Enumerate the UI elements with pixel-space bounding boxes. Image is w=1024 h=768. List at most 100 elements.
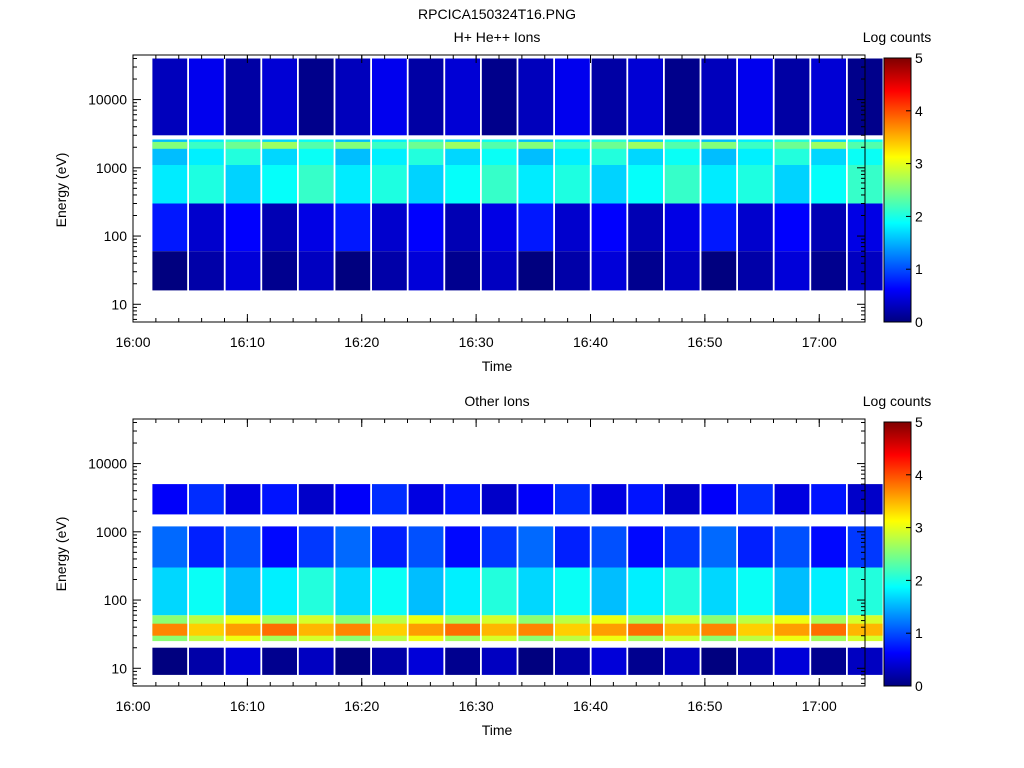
heatmap-cell [518, 251, 554, 291]
heatmap-cell [372, 58, 407, 136]
heatmap-cell [628, 251, 663, 291]
heatmap-cell [481, 567, 517, 616]
heatmap-cell [408, 165, 444, 204]
heatmap-cell [628, 165, 663, 204]
colorbar-tick-label: 4 [915, 467, 923, 483]
heatmap-cell [738, 251, 773, 291]
heatmap-cell [372, 526, 407, 568]
heatmap-cell [372, 141, 407, 149]
heatmap-cell [701, 567, 737, 616]
heatmap-cell [335, 251, 371, 291]
heatmap-cell [372, 203, 407, 252]
heatmap-cell [518, 141, 554, 149]
heatmap-cell [225, 647, 261, 675]
heatmap-cell [445, 203, 480, 252]
heatmap-cell [335, 526, 371, 568]
heatmap-cell [372, 647, 407, 675]
heatmap-cell [152, 58, 188, 136]
heatmap-cell [518, 203, 554, 252]
heatmap-cell [298, 141, 334, 149]
heatmap-cell [445, 251, 480, 291]
x-tick-label: 16:00 [115, 698, 150, 714]
heatmap-cells [152, 58, 883, 291]
colorbar-gradient [883, 421, 912, 687]
heatmap-cell [628, 526, 663, 568]
colorbar-tick-label: 0 [915, 314, 923, 330]
heatmap-cell [408, 58, 444, 136]
heatmap-cell [152, 647, 188, 675]
heatmap-cell [628, 203, 663, 252]
y-axis-label: Energy (eV) [53, 517, 69, 592]
heatmap-cell [628, 647, 663, 675]
heatmap-cell [811, 251, 846, 291]
heatmap-cell [152, 526, 188, 568]
heatmap-cell [664, 165, 700, 204]
heatmap-cell [225, 58, 261, 136]
heatmap-cell [408, 623, 444, 636]
panel-title: H+ He++ Ions [454, 29, 541, 45]
heatmap-cell [738, 484, 773, 515]
heatmap-cell [811, 141, 846, 149]
x-tick-label: 16:30 [459, 334, 494, 350]
heatmap-cell [518, 58, 554, 136]
heatmap-cell [664, 567, 700, 616]
heatmap-cell [701, 58, 737, 136]
heatmap-cell [701, 623, 737, 636]
heatmap-cell [664, 251, 700, 291]
heatmap-cell [408, 526, 444, 568]
panel-title: Other Ions [464, 393, 529, 409]
heatmap-cell [335, 58, 371, 136]
heatmap-cell [152, 165, 188, 204]
colorbar-tick-label: 1 [915, 261, 923, 277]
x-tick-label: 16:50 [687, 698, 722, 714]
heatmap-cell [298, 165, 334, 204]
heatmap-cell [152, 203, 188, 252]
axes: 16:00 16:10 16:20 16:30 16:40 16:50 17:00 10 100… [88, 55, 866, 350]
heatmap-cell [701, 141, 737, 149]
y-tick-label: 10 [111, 660, 127, 676]
heatmap-cell [518, 165, 554, 204]
heatmap-cell [335, 647, 371, 675]
heatmap-cell [335, 203, 371, 252]
heatmap-cell [481, 165, 517, 204]
heatmap-cell [445, 623, 480, 636]
heatmap-cell [518, 647, 554, 675]
colorbar-tick-label: 0 [915, 678, 923, 694]
x-tick-label: 16:10 [230, 698, 265, 714]
heatmap-cell [481, 526, 517, 568]
heatmap-cell [738, 58, 773, 136]
colorbar-gradient [883, 57, 912, 323]
heatmap-cell [372, 165, 407, 204]
x-tick-label: 16:20 [344, 334, 379, 350]
heatmap-cell [189, 203, 224, 252]
heatmap-cell [152, 623, 188, 636]
panel-other-ions: Other Ions 16:00 16:10 16:20 16:30 16:40 16:5… [53, 393, 931, 738]
colorbar-tick-label: 5 [915, 414, 923, 430]
heatmap-cell [225, 623, 261, 636]
heatmap-cell [774, 165, 810, 204]
heatmap-cell [408, 251, 444, 291]
heatmap-cell [262, 526, 297, 568]
heatmap-cell [481, 647, 517, 675]
heatmap-cell [701, 526, 737, 568]
colorbar-tick-label: 5 [915, 50, 923, 66]
heatmap-cell [481, 623, 517, 636]
heatmap-cell [481, 58, 517, 136]
heatmap-cell [628, 58, 663, 136]
x-tick-label: 16:50 [687, 334, 722, 350]
figure-title: RPCICA150324T16.PNG [418, 6, 576, 22]
heatmap-cell [445, 526, 480, 568]
heatmap-cell [445, 165, 480, 204]
heatmap-cell [664, 526, 700, 568]
heatmap-cell [555, 567, 590, 616]
heatmap-cell [408, 484, 444, 515]
heatmap-cell [225, 526, 261, 568]
colorbar: Log counts 0 1 2 3 4 5 [863, 29, 932, 330]
heatmap-cell [591, 567, 627, 616]
x-tick-label: 17:00 [802, 698, 837, 714]
heatmap-cell [738, 165, 773, 204]
y-axis-label: Energy (eV) [53, 153, 69, 228]
heatmap-cell [481, 203, 517, 252]
colorbar-label: Log counts [863, 393, 932, 409]
heatmap-cell [408, 141, 444, 149]
